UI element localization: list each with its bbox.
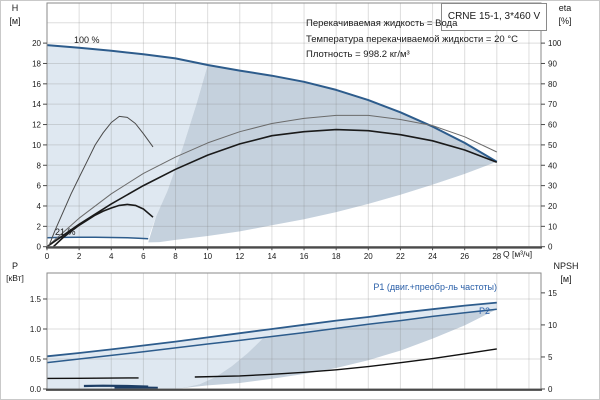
y-right-tick-label: 5 <box>548 353 553 362</box>
operating-envelope-light <box>47 45 208 239</box>
y-left-tick-label: 16 <box>32 80 41 89</box>
h-axis-unit: [м] <box>9 16 21 26</box>
eta-pump-100-percent <box>46 114 498 248</box>
info-line-temperature: Температура перекачиваемой жидкости = 20… <box>306 33 518 45</box>
y-right-tick-label: 0 <box>548 243 553 252</box>
p1-curve-min-speed <box>83 384 149 388</box>
y-right-tick-label: 50 <box>548 141 557 150</box>
eta-pump-motor-21-percent <box>52 203 154 248</box>
y-left-tick-label: 1.5 <box>30 295 42 304</box>
x-tick-label: 18 <box>332 252 341 261</box>
x-tick-label: 2 <box>77 252 82 261</box>
p1-p2-band <box>47 302 497 363</box>
x-tick-label: 26 <box>460 252 469 261</box>
x-tick-label: 28 <box>492 252 501 261</box>
p2-curve-100-percent <box>46 308 497 364</box>
y-right-tick-label: 15 <box>548 289 557 298</box>
x-tick-label: 20 <box>364 252 373 261</box>
p-axis-unit: [кВт] <box>6 273 24 283</box>
y-right-tick-label: 90 <box>548 59 557 68</box>
npsh-axis-label: NPSH <box>553 261 579 271</box>
y-left-tick-label: 8 <box>37 161 42 170</box>
y-left-tick-label: 10 <box>32 141 41 150</box>
y-left-tick-label: 0.5 <box>30 355 42 364</box>
eta-pump-21-percent <box>48 115 154 247</box>
eta-axis-label: eta <box>558 3 572 13</box>
x-tick-label: 0 <box>45 252 50 261</box>
y-left-tick-label: 0.0 <box>30 385 42 394</box>
x-tick-label: 12 <box>235 252 244 261</box>
x-tick-label: 6 <box>141 252 146 261</box>
p1-curve-label: P1 (двиг.+преобр-ль частоты) <box>373 282 497 292</box>
x-tick-label: 4 <box>109 252 114 261</box>
info-line-density: Плотность = 998.2 кг/м³ <box>306 49 410 60</box>
y-right-tick-label: 0 <box>548 385 553 394</box>
x-tick-label: 8 <box>173 252 178 261</box>
npsh-curve-main-segment <box>194 348 497 378</box>
qh-curve-21-percent <box>46 236 149 240</box>
pump-type-title: CRNE 15-1, 3*460 V <box>441 3 547 31</box>
p2-curve-label: P2 <box>479 306 491 316</box>
y-right-tick-label: 100 <box>548 39 562 48</box>
x-tick-label: 22 <box>396 252 405 261</box>
x-tick-label: 24 <box>428 252 437 261</box>
x-tick-label: 14 <box>267 252 276 261</box>
y-right-tick-label: 70 <box>548 100 557 109</box>
npsh-curve-left-segment <box>46 377 139 380</box>
p1-curve-100-percent <box>46 301 497 358</box>
y-left-tick-label: 1.0 <box>30 325 42 334</box>
x-tick-label: 10 <box>203 252 212 261</box>
y-left-tick-label: 18 <box>32 59 41 68</box>
y-right-tick-label: 60 <box>548 121 557 130</box>
info-line-fluid: Перекачиваемая жидкость = Вода <box>306 18 458 29</box>
h-axis-label: H <box>11 3 19 13</box>
y-left-tick-label: 0 <box>37 243 42 252</box>
y-right-tick-label: 10 <box>548 222 557 231</box>
y-right-tick-label: 30 <box>548 182 557 191</box>
q-axis-unit: Q [м³/ч] <box>503 249 533 259</box>
npsh-axis-unit: [м] <box>560 274 572 284</box>
eta-pump-motor-100-percent <box>46 128 498 248</box>
y-left-tick-label: 12 <box>32 121 41 130</box>
speed-21-percent-label: 21 % <box>55 227 76 237</box>
y-left-tick-label: 14 <box>32 100 41 109</box>
y-right-tick-label: 40 <box>548 161 557 170</box>
operating-envelope-dark <box>148 65 497 243</box>
x-tick-label: 16 <box>300 252 309 261</box>
y-right-tick-label: 80 <box>548 80 557 89</box>
y-left-tick-label: 6 <box>37 182 42 191</box>
y-left-tick-label: 2 <box>37 222 42 231</box>
y-right-tick-label: 10 <box>548 321 557 330</box>
p-axis-label: P <box>11 261 18 271</box>
power-envelope-dark <box>180 309 497 389</box>
y-left-tick-label: 4 <box>37 202 42 211</box>
y-right-tick-label: 20 <box>548 202 557 211</box>
qh-curve-100-percent <box>46 44 498 163</box>
eta-axis-unit: [%] <box>558 16 572 26</box>
speed-100-percent-label: 100 % <box>74 35 100 45</box>
y-left-tick-label: 20 <box>32 39 41 48</box>
